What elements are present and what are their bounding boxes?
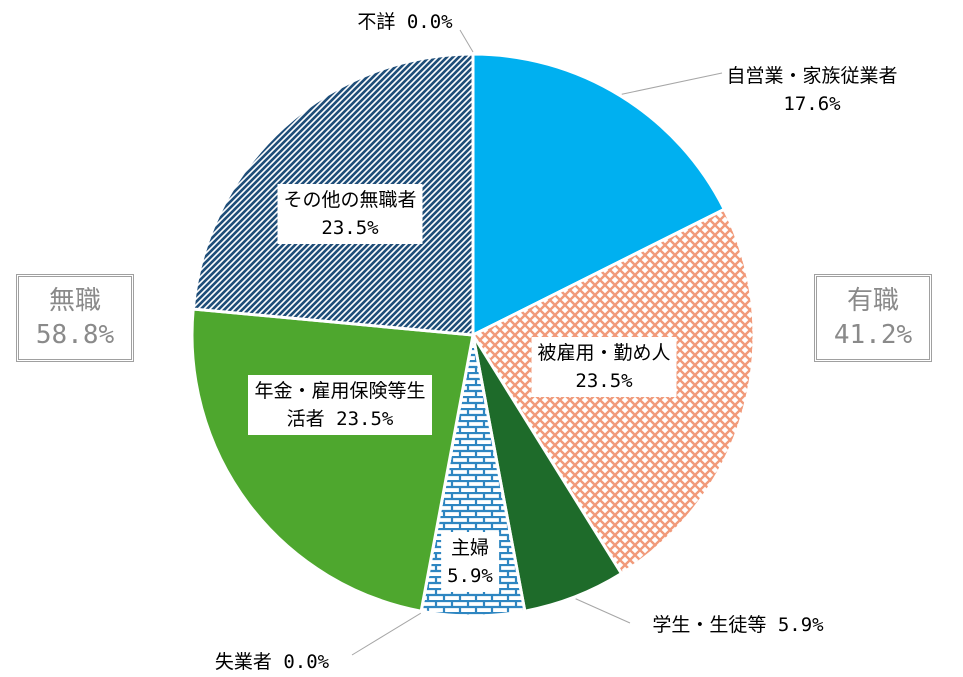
value-label: 5.9% bbox=[447, 565, 493, 587]
slice-label: その他の無職者 23.5% bbox=[277, 184, 423, 244]
leader-line bbox=[459, 29, 474, 53]
category-label: 学生・生徒等 bbox=[652, 614, 767, 636]
pie-slice bbox=[190, 307, 475, 613]
slice-label: 自営業・家族従業者 17.6% bbox=[726, 62, 897, 118]
value-label: 5.9% bbox=[777, 614, 824, 636]
slice-label: 主婦 5.9% bbox=[441, 532, 499, 592]
slice-label: 学生・生徒等 5.9% bbox=[652, 611, 823, 639]
leader-line bbox=[351, 612, 422, 656]
group-name: 無職 bbox=[48, 286, 101, 316]
slice-label: 失業者 0.0% bbox=[215, 648, 329, 676]
value-label: 23.5% bbox=[336, 408, 394, 430]
group-box: 有職 41.2% bbox=[814, 274, 932, 362]
group-box: 無職 58.8% bbox=[16, 274, 134, 362]
pie-slice bbox=[471, 52, 727, 338]
leader-line bbox=[621, 72, 723, 95]
category-label: 年金・雇用保険等生活者 bbox=[254, 380, 426, 430]
leader-line bbox=[575, 598, 631, 624]
value-label: 23.5% bbox=[321, 217, 379, 239]
value-label: 0.0% bbox=[406, 11, 453, 33]
slice-label: 被雇用・勤め人 23.5% bbox=[531, 337, 677, 397]
category-label: 不詳 bbox=[357, 11, 396, 33]
category-label: 被雇用・勤め人 bbox=[537, 342, 671, 364]
group-value: 58.8% bbox=[35, 320, 115, 350]
group-name: 有職 bbox=[846, 286, 899, 316]
category-label: 自営業・家族従業者 bbox=[726, 65, 898, 87]
slice-label: 年金・雇用保険等生活者 23.5% bbox=[248, 375, 432, 435]
group-value: 41.2% bbox=[833, 320, 913, 350]
value-label: 23.5% bbox=[575, 370, 633, 392]
value-label: 0.0% bbox=[283, 651, 330, 673]
category-label: その他の無職者 bbox=[283, 189, 417, 211]
slice-label: 不詳 0.0% bbox=[357, 8, 452, 36]
value-label: 17.6% bbox=[783, 93, 841, 115]
category-label: 主婦 bbox=[450, 537, 490, 559]
category-label: 失業者 bbox=[214, 651, 272, 673]
